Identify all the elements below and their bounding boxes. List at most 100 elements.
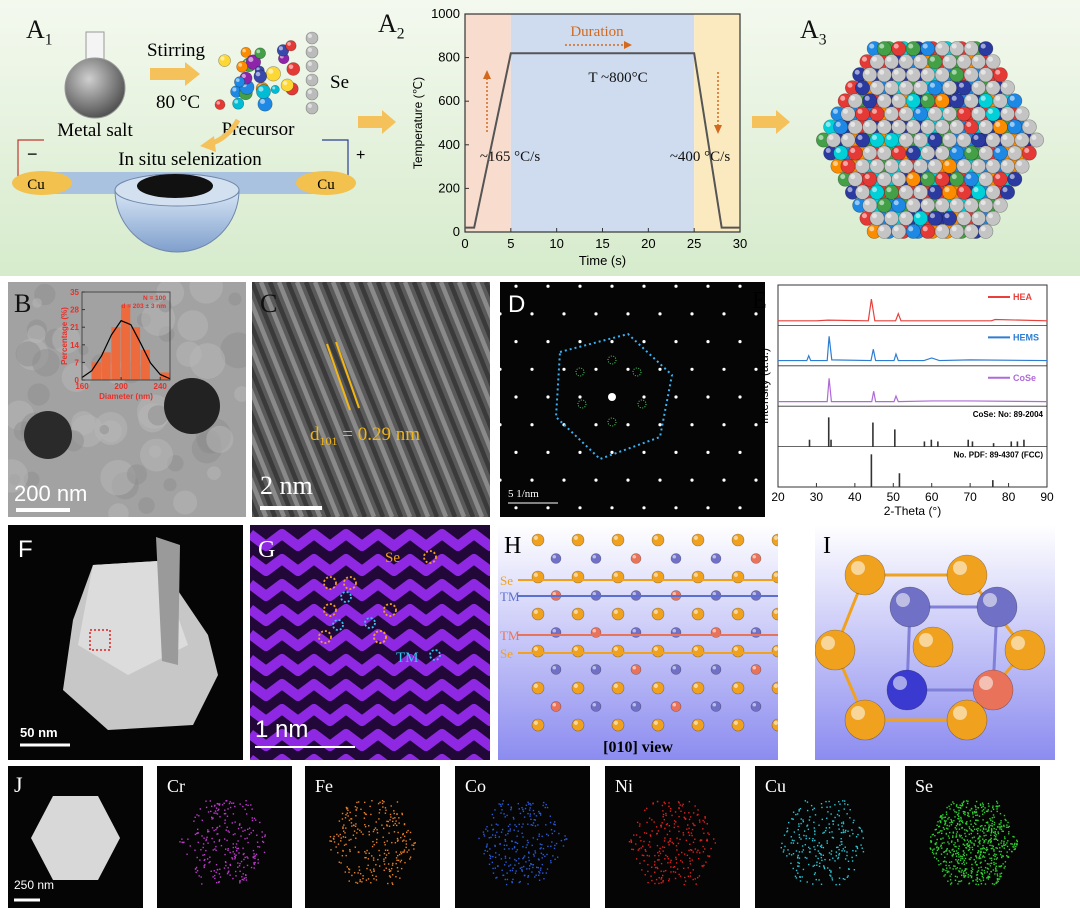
- eds-dot: [219, 803, 221, 805]
- sphere: [883, 184, 899, 200]
- eds-dot: [820, 802, 823, 805]
- eds-dot: [954, 811, 956, 813]
- sphere: [963, 41, 979, 57]
- eds-dot: [823, 831, 825, 834]
- eds-dot: [506, 814, 508, 817]
- texture: [8, 459, 29, 493]
- sphere: [920, 197, 936, 213]
- sphere: [956, 106, 972, 122]
- eds-dot: [702, 865, 704, 867]
- eds-dot: [216, 869, 219, 871]
- sphere: [791, 628, 801, 638]
- diffraction-spot: [578, 506, 582, 510]
- sphere-highlight: [864, 69, 870, 75]
- eds-dot: [236, 848, 238, 850]
- eds-dot: [261, 831, 263, 833]
- texture: [173, 490, 198, 515]
- eds-dot: [560, 839, 563, 842]
- eds-dot: [528, 859, 530, 862]
- eds-dot: [381, 824, 383, 826]
- eds-dot: [486, 843, 488, 845]
- eds-dot: [648, 855, 650, 857]
- eds-dot: [1005, 855, 1008, 857]
- eds-dot: [855, 854, 858, 857]
- sphere: [934, 67, 950, 83]
- sphere: [876, 93, 892, 109]
- eds-dot: [975, 808, 977, 811]
- eds-dot: [969, 820, 972, 822]
- eds-dot: [367, 878, 370, 880]
- eds-dot: [786, 855, 788, 857]
- eds-dot: [213, 812, 215, 814]
- eds-dot: [665, 812, 667, 815]
- eds-dot: [234, 870, 237, 873]
- sphere-highlight: [773, 572, 778, 577]
- eds-dot: [958, 870, 961, 873]
- eds-dot: [647, 881, 649, 884]
- eds-dot: [355, 809, 358, 811]
- eds-dot: [681, 861, 684, 863]
- eds-dot: [251, 819, 254, 822]
- eds-dot: [378, 818, 380, 820]
- eds-dot: [828, 827, 831, 829]
- eds-dot: [216, 813, 219, 815]
- eds-dot: [698, 819, 701, 821]
- texture: [78, 345, 89, 356]
- eds-dot: [490, 824, 493, 826]
- eds-dot: [237, 866, 239, 868]
- eds-dot: [194, 849, 196, 851]
- eds-dot: [967, 813, 969, 815]
- sphere: [847, 171, 863, 187]
- legend-label: CoSe: [1013, 373, 1036, 383]
- process-label: In situ selenization: [118, 149, 262, 170]
- eds-dot: [373, 870, 375, 872]
- eds-dot: [244, 808, 246, 811]
- eds-dot: [538, 872, 541, 874]
- eds-dot: [402, 832, 404, 835]
- eds-dot: [354, 846, 357, 848]
- eds-dot: [643, 860, 645, 862]
- eds-dot: [670, 866, 672, 868]
- eds-dot: [538, 879, 541, 881]
- sphere-highlight: [712, 592, 716, 596]
- eds-dot: [806, 825, 808, 827]
- eds-dot: [966, 843, 968, 846]
- y-tick-label: 400: [438, 137, 460, 152]
- eds-dot: [953, 819, 955, 822]
- eds-dot: [944, 874, 946, 876]
- eds-dot: [226, 800, 228, 802]
- eds-dot: [993, 850, 995, 852]
- eds-dot: [235, 854, 237, 856]
- lattice-fringe: [252, 365, 314, 517]
- eds-dot: [403, 851, 405, 853]
- eds-dot: [954, 853, 957, 855]
- sphere-highlight: [307, 33, 312, 39]
- eds-dot: [815, 855, 817, 857]
- panel-label-main: A: [378, 9, 397, 38]
- sphere: [876, 41, 892, 57]
- eds-dot: [784, 845, 786, 848]
- eds-dot: [665, 823, 668, 826]
- eds-dot: [963, 838, 965, 841]
- eds-dot: [563, 839, 566, 841]
- eds-dot: [1007, 840, 1009, 842]
- eds-dot: [643, 840, 645, 843]
- sphere: [236, 60, 248, 73]
- eds-dot: [257, 846, 259, 848]
- sphere-highlight: [712, 666, 716, 670]
- eds-dot: [972, 816, 974, 818]
- particle: [24, 411, 72, 459]
- eds-dot: [702, 845, 704, 848]
- eds-dot: [837, 857, 839, 860]
- eds-dot: [340, 862, 342, 864]
- eds-dot: [968, 858, 971, 860]
- eds-dot: [550, 845, 552, 848]
- sphere: [912, 54, 928, 70]
- eds-dot: [694, 838, 696, 840]
- sphere: [651, 533, 665, 547]
- panel-h-bg: [498, 525, 778, 760]
- sphere-highlight: [552, 629, 556, 633]
- eds-dot: [224, 853, 226, 856]
- eds-dot: [534, 850, 536, 852]
- diffraction-spot: [658, 423, 662, 427]
